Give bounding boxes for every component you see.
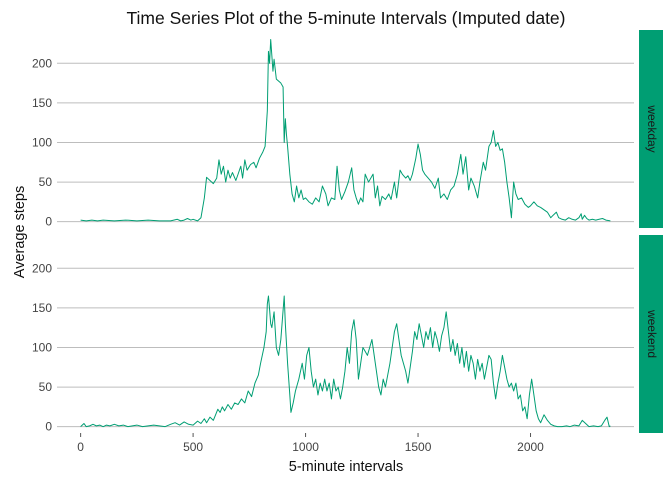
- facet-strip-weekday: [639, 30, 663, 228]
- y-tick-label: 50: [39, 175, 53, 189]
- y-tick-label: 0: [45, 420, 52, 434]
- x-tick-label: 1000: [292, 440, 319, 454]
- facet-strip-weekend: [639, 235, 663, 433]
- x-axis-title: 5-minute intervals: [289, 459, 403, 475]
- y-tick-label: 100: [32, 340, 52, 354]
- y-tick-label: 150: [32, 96, 52, 110]
- x-tick-label: 1500: [405, 440, 432, 454]
- panel-weekend: 0 50 100 150 200 weekend: [32, 235, 663, 434]
- series-line-weekend: [80, 295, 611, 428]
- x-tick-label: 500: [183, 440, 203, 454]
- y-tick-label: 50: [39, 380, 53, 394]
- y-tick-label: 0: [45, 215, 52, 229]
- facet-strip-label: weekend: [645, 309, 659, 358]
- panel-weekday: 0 50 100 150 200 weekday: [32, 30, 663, 229]
- x-tick-label: 0: [77, 440, 84, 454]
- y-tick-label: 150: [32, 301, 52, 315]
- x-axis: 0 500 1000 1500 2000: [77, 433, 544, 454]
- chart-title: Time Series Plot of the 5-minute Interva…: [127, 8, 566, 28]
- y-tick-label: 100: [32, 135, 52, 149]
- facet-strip-label: weekday: [645, 104, 659, 152]
- y-axis-title: Average steps: [12, 186, 28, 278]
- facet-panels: 0 50 100 150 200 weekday 0 50 100 150 200 weekend: [32, 30, 663, 434]
- y-tick-label: 200: [32, 261, 52, 275]
- y-tick-label: 200: [32, 56, 52, 70]
- x-tick-label: 2000: [517, 440, 544, 454]
- series-line-weekday: [80, 39, 611, 222]
